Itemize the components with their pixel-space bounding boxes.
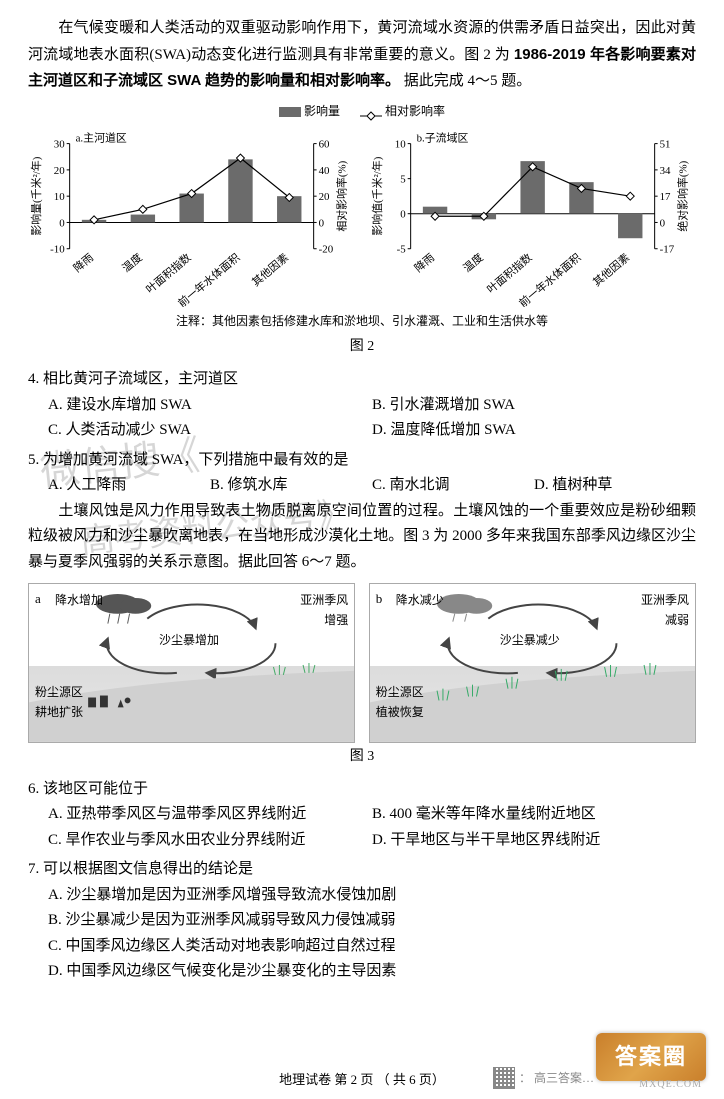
q6-opt-c: C. 旱作农业与季风水田农业分界线附近	[48, 828, 372, 854]
svg-text:40: 40	[319, 165, 330, 177]
svg-text:降雨: 降雨	[70, 250, 96, 275]
q5-choices: A. 人工降雨 B. 修筑水库 C. 南水北调 D. 植树种草	[28, 473, 696, 499]
diagram-b: b 降水减少 亚洲季风 减弱 沙尘暴减少 粉尘源区 植被恢复	[369, 583, 696, 743]
svg-text:影响量(千米²/年): 影响量(千米²/年)	[29, 156, 43, 235]
svg-text:-20: -20	[319, 244, 334, 256]
q4-opt-b: B. 引水灌溉增加 SWA	[372, 393, 696, 419]
qr-note: ： 高三答案…	[493, 1067, 594, 1089]
svg-text:0: 0	[59, 217, 65, 229]
svg-text:-17: -17	[659, 244, 674, 256]
q6-opt-a: A. 亚热带季风区与温带季风区界线附近	[48, 802, 372, 828]
diag-a-source: 粉尘源区 耕地扩张	[35, 682, 83, 723]
q4-stem: 4. 相比黄河子流域区，主河道区	[28, 367, 696, 393]
svg-text:其他因素: 其他因素	[249, 251, 291, 289]
answer-stamp-sub: MXQE.COM	[639, 1076, 702, 1093]
passage-1: 在气候变暖和人类活动的双重驱动影响作用下，黄河流域水资源的供需矛盾日益突出，因此…	[28, 16, 696, 95]
svg-text:温度: 温度	[460, 250, 486, 275]
svg-text:5: 5	[400, 174, 406, 186]
question-7: 7. 可以根据图文信息得出的结论是 A. 沙尘暴增加是因为亚洲季风增强导致流水侵…	[28, 857, 696, 985]
svg-text:其他因素: 其他因素	[590, 251, 632, 289]
diag-a-monsoon: 亚洲季风 增强	[300, 590, 348, 631]
q4-choices: A. 建设水库增加 SWA B. 引水灌溉增加 SWA C. 人类活动减少 SW…	[28, 393, 696, 444]
legend-line: 相对影响率	[360, 101, 445, 121]
diag-a-dust: 沙尘暴增加	[159, 630, 219, 650]
chart-legend: 影响量 相对影响率	[28, 101, 696, 121]
chart-note: 注释：其他因素包括修建水库和淤地坝、引水灌溉、工业和生活供水等	[28, 311, 696, 331]
q5-opt-b: B. 修筑水库	[210, 473, 372, 499]
svg-text:34: 34	[659, 165, 670, 177]
diag-b-rain: 降水减少	[396, 590, 444, 610]
svg-text:a.主河道区: a.主河道区	[76, 131, 127, 145]
svg-text:10: 10	[54, 191, 65, 203]
svg-text:0: 0	[319, 217, 325, 229]
fig2-caption: 图 2	[28, 335, 696, 359]
question-5: 5. 为增加黄河流域 SWA，下列措施中最有效的是 A. 人工降雨 B. 修筑水…	[28, 448, 696, 499]
diagram-a: a 降水增加 亚洲季风 增强 沙尘暴增加 粉尘源区 耕地扩张	[28, 583, 355, 743]
chart-b-svg: -50510-170173451降雨温度叶面积指数前一年水体面积其他因素影响值(…	[369, 127, 696, 307]
diag-a-tag: a	[35, 588, 41, 610]
q6-opt-b: B. 400 毫米等年降水量线附近地区	[372, 802, 696, 828]
fig3-caption: 图 3	[28, 745, 696, 769]
diag-b-tag: b	[376, 588, 383, 610]
svg-text:0: 0	[659, 217, 665, 229]
passage-2: 土壤风蚀是风力作用导致表土物质脱离原空间位置的过程。土壤风蚀的一个重要效应是粉砂…	[28, 499, 696, 576]
q5-stem: 5. 为增加黄河流域 SWA，下列措施中最有效的是	[28, 448, 696, 474]
diagram-row: a 降水增加 亚洲季风 增强 沙尘暴增加 粉尘源区 耕地扩张 b	[28, 583, 696, 743]
q7-opt-c: C. 中国季风边缘区人类活动对地表影响超过自然过程	[48, 934, 696, 960]
q6-choices: A. 亚热带季风区与温带季风区界线附近 B. 400 毫米等年降水量线附近地区 …	[28, 802, 696, 853]
svg-text:-10: -10	[50, 244, 65, 256]
q7-opt-b: B. 沙尘暴减少是因为亚洲季风减弱导致风力侵蚀减弱	[48, 908, 696, 934]
chart-a-svg: -100102030-200204060降雨温度叶面积指数前一年水体面积其他因素…	[28, 127, 355, 307]
qr-label: ： 高三答案…	[519, 1068, 594, 1088]
question-6: 6. 该地区可能位于 A. 亚热带季风区与温带季风区界线附近 B. 400 毫米…	[28, 777, 696, 854]
svg-text:叶面积指数: 叶面积指数	[483, 250, 534, 296]
svg-text:30: 30	[54, 138, 65, 150]
q6-opt-d: D. 干旱地区与半干旱地区界线附近	[372, 828, 696, 854]
charts-row: -100102030-200204060降雨温度叶面积指数前一年水体面积其他因素…	[28, 127, 696, 307]
q7-choices: A. 沙尘暴增加是因为亚洲季风增强导致流水侵蚀加剧 B. 沙尘暴减少是因为亚洲季…	[28, 883, 696, 985]
chart-a: -100102030-200204060降雨温度叶面积指数前一年水体面积其他因素…	[28, 127, 355, 307]
q5-opt-c: C. 南水北调	[372, 473, 534, 499]
svg-text:20: 20	[54, 165, 65, 177]
q4-opt-d: D. 温度降低增加 SWA	[372, 418, 696, 444]
diag-b-dust: 沙尘暴减少	[500, 630, 560, 650]
answer-stamp: 答案圈	[596, 1033, 706, 1081]
q5-opt-d: D. 植树种草	[534, 473, 696, 499]
passage-2-text: 土壤风蚀是风力作用导致表土物质脱离原空间位置的过程。土壤风蚀的一个重要效应是粉砂…	[28, 503, 696, 570]
svg-text:影响值(千米²/年): 影响值(千米²/年)	[370, 156, 384, 235]
svg-text:b.子流域区: b.子流域区	[416, 131, 468, 145]
q4-opt-c: C. 人类活动减少 SWA	[48, 418, 372, 444]
svg-text:相对影响率(%): 相对影响率(%)	[334, 160, 348, 231]
q4-opt-a: A. 建设水库增加 SWA	[48, 393, 372, 419]
svg-text:10: 10	[394, 138, 405, 150]
qr-icon	[493, 1067, 515, 1089]
passage-1-text-c: 据此完成 4～5 题。	[404, 73, 532, 89]
svg-text:绝对影响率(%): 绝对影响率(%)	[675, 160, 689, 231]
svg-text:-5: -5	[396, 244, 406, 256]
q7-stem: 7. 可以根据图文信息得出的结论是	[28, 857, 696, 883]
svg-text:0: 0	[400, 209, 406, 221]
svg-text:51: 51	[659, 138, 670, 150]
svg-text:温度: 温度	[119, 250, 145, 275]
q7-opt-a: A. 沙尘暴增加是因为亚洲季风增强导致流水侵蚀加剧	[48, 883, 696, 909]
svg-text:60: 60	[319, 138, 330, 150]
diag-b-source: 粉尘源区 植被恢复	[376, 682, 424, 723]
q5-opt-a: A. 人工降雨	[48, 473, 210, 499]
diag-a-rain: 降水增加	[55, 590, 103, 610]
question-4: 4. 相比黄河子流域区，主河道区 A. 建设水库增加 SWA B. 引水灌溉增加…	[28, 367, 696, 444]
svg-text:17: 17	[659, 191, 670, 203]
legend-bar: 影响量	[279, 101, 340, 121]
svg-text:20: 20	[319, 191, 330, 203]
svg-text:降雨: 降雨	[411, 250, 437, 275]
svg-text:叶面积指数: 叶面积指数	[143, 250, 194, 296]
q7-opt-d: D. 中国季风边缘区气候变化是沙尘暴变化的主导因素	[48, 959, 696, 985]
chart-b: -50510-170173451降雨温度叶面积指数前一年水体面积其他因素影响值(…	[369, 127, 696, 307]
diag-b-monsoon: 亚洲季风 减弱	[641, 590, 689, 631]
q6-stem: 6. 该地区可能位于	[28, 777, 696, 803]
